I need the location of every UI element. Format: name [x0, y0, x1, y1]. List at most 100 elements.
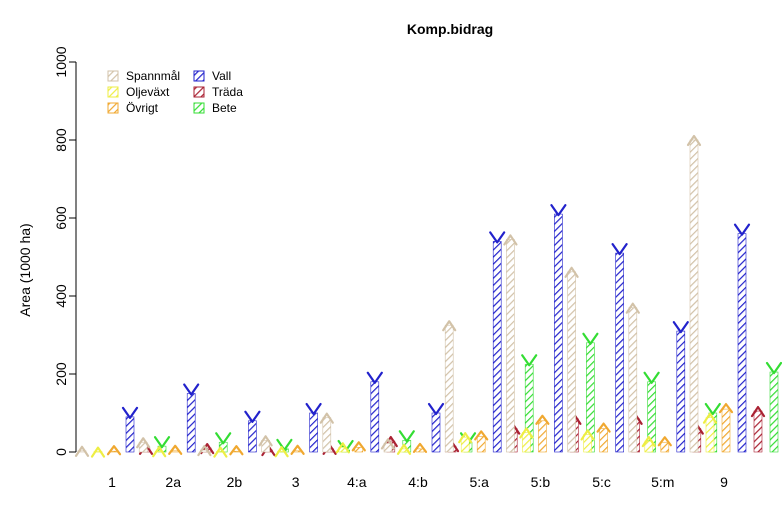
bar-marker — [550, 204, 567, 217]
bar-marker — [596, 422, 611, 433]
bar-marker — [580, 429, 595, 441]
bar — [186, 393, 196, 453]
y-tick-label: 200 — [53, 362, 69, 386]
bar — [554, 213, 563, 453]
bar-marker — [489, 231, 506, 244]
bar — [599, 428, 608, 453]
bar — [538, 420, 547, 453]
bar-marker — [702, 412, 718, 424]
bar-marker — [74, 445, 90, 457]
bar — [322, 417, 332, 453]
bar — [444, 324, 454, 453]
bar-marker — [335, 442, 350, 454]
bar-marker — [90, 446, 106, 458]
bar-marker — [427, 402, 445, 416]
x-tick-label: 2a — [165, 474, 181, 490]
bar — [370, 381, 380, 453]
bar-marker — [611, 243, 628, 256]
bar-marker — [183, 383, 200, 396]
y-tick-label: 1000 — [53, 46, 69, 77]
x-tick-label: 5:b — [531, 474, 551, 490]
legend-swatch — [193, 86, 205, 98]
bar-marker — [244, 410, 261, 423]
bar — [676, 330, 686, 453]
legend-label: Träda — [212, 85, 243, 99]
x-tick-label: 2b — [227, 474, 243, 490]
y-axis: 0 200 400 600 800 1000 — [53, 46, 77, 456]
bar-marker — [733, 223, 751, 236]
bar-marker — [351, 441, 366, 452]
legend-label: Övrigt — [126, 101, 159, 115]
x-tick-label: 5:m — [651, 474, 674, 490]
bar-marker — [305, 402, 322, 416]
bar — [567, 271, 576, 453]
bar — [689, 139, 699, 453]
bar — [583, 434, 592, 453]
bar-marker — [750, 405, 766, 418]
bar-marker — [641, 435, 656, 448]
x-tick-label: 9 — [720, 474, 728, 490]
bar-marker — [519, 427, 534, 439]
bar-marker — [366, 371, 383, 384]
bar-marker — [672, 321, 689, 334]
bar — [492, 241, 502, 453]
bar-marker — [657, 436, 672, 447]
bar — [383, 443, 393, 453]
legend-swatch — [107, 86, 119, 98]
bar — [125, 416, 135, 453]
bar-marker — [197, 444, 212, 457]
x-tick-label: 5:c — [592, 474, 611, 490]
bar-marker — [274, 446, 289, 458]
legend-swatch — [193, 102, 205, 114]
bar-marker — [535, 414, 550, 425]
bar-marker — [686, 134, 702, 147]
x-tick-label: 3 — [292, 474, 300, 490]
bars — [74, 134, 782, 458]
y-tick-label: 600 — [53, 206, 69, 230]
bar-marker — [643, 371, 660, 384]
bar-marker — [765, 361, 782, 375]
bar-marker — [136, 437, 151, 449]
y-tick-label: 800 — [53, 128, 69, 152]
bar — [248, 420, 257, 453]
bar — [615, 252, 624, 453]
bar-marker — [564, 266, 579, 278]
bar-marker — [718, 403, 734, 414]
bar — [138, 441, 148, 453]
bar-marker — [152, 446, 167, 458]
legend-swatch — [107, 102, 119, 114]
y-tick-label: 400 — [53, 284, 69, 308]
bar — [431, 412, 441, 453]
legend-swatch — [193, 70, 205, 82]
bar — [644, 440, 654, 453]
bar-marker — [704, 402, 721, 416]
bar-marker — [213, 446, 228, 458]
bar-marker — [458, 432, 473, 444]
bar-marker — [106, 445, 122, 456]
legend-label: Spannmål — [126, 69, 180, 83]
y-axis-label: Area (1000 ha) — [17, 223, 33, 316]
bar-marker — [380, 438, 396, 450]
bar — [721, 408, 731, 453]
bar-marker — [503, 234, 518, 246]
bar — [354, 447, 364, 453]
y-tick-label: 0 — [53, 448, 69, 456]
bar-marker — [398, 430, 415, 443]
bar-marker — [396, 443, 412, 455]
legend: Spannmål Oljeväxt Övrigt Vall Träda Bete — [107, 69, 243, 115]
bar-marker — [290, 444, 305, 455]
legend-swatch — [107, 70, 119, 82]
x-axis-tick-labels: 1 2a 2b 3 4:a 4:b 5:a 5:b 5:c 5:m 9 — [108, 474, 728, 490]
x-tick-label: 4:a — [347, 474, 367, 490]
bar-marker — [153, 436, 171, 449]
bar — [705, 417, 715, 453]
bar-marker — [442, 320, 457, 332]
bar — [628, 307, 638, 453]
bar-marker — [582, 332, 599, 345]
bar — [476, 436, 486, 453]
bar-marker — [474, 430, 489, 441]
legend-label: Oljeväxt — [126, 85, 170, 99]
x-tick-label: 1 — [108, 474, 116, 490]
bar — [769, 371, 779, 453]
